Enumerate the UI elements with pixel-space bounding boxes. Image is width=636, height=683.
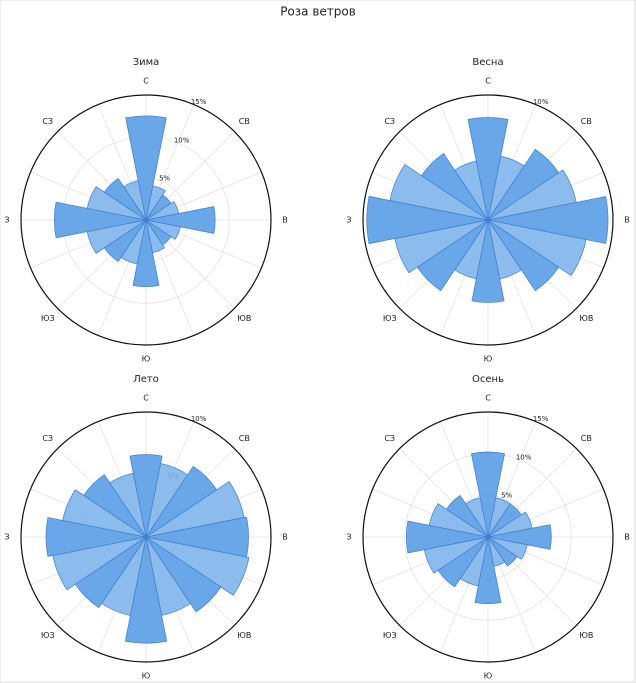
outer-circle [362,94,614,346]
subplot-title: Зима [133,57,160,68]
direction-label: ЮВ [579,314,593,323]
outer-circle [20,411,272,663]
wind-sector [145,536,250,596]
direction-label: СЗ [42,117,53,126]
wind-sector [132,219,160,288]
wind-sector [487,196,609,244]
direction-label: СВ [581,434,592,443]
wind-sector [123,180,147,221]
wind-sector [125,115,167,221]
wind-sector [145,185,166,221]
wind-sector [487,536,518,567]
direction-label: В [624,216,630,225]
direction-label: СВ [581,117,592,126]
r-tick-label: 10% [533,98,549,106]
wind-sector [145,206,216,234]
direction-label: ЮЗ [41,314,55,323]
subplot-title: Весна [472,57,503,68]
direction-label: ЮЗ [383,314,397,323]
direction-label: З [4,216,9,225]
direction-label: СЗ [384,117,395,126]
wind-sector [487,219,560,292]
direction-label: Ю [484,672,493,681]
wind-sector [445,494,489,538]
wind-sector [454,160,489,221]
wind-sector [54,201,147,239]
wind-sector [389,163,489,221]
direction-label: СЗ [42,434,53,443]
wind-sector [474,536,502,605]
direction-label: СВ [239,434,250,443]
direction-label: СВ [239,117,250,126]
r-tick-label: 10% [516,453,532,461]
direction-label: В [282,533,288,542]
direction-label: З [4,533,9,542]
r-tick-label: 10% [174,136,190,144]
r-tick-label: 15% [191,98,207,106]
direction-label: С [143,77,149,86]
r-tick-label: 10% [191,415,207,423]
direction-label: В [282,216,288,225]
wind-sector [406,520,489,554]
r-tick-label: 15% [533,415,549,423]
wind-sector [467,117,509,221]
page-title: Роза ветров [280,5,356,19]
wind-sector [471,451,505,538]
wind-sector [366,195,489,245]
wind-sector [487,219,587,277]
wind-sector [129,454,163,538]
direction-label: ЮВ [237,314,251,323]
direction-label: СЗ [384,434,395,443]
direction-label: Ю [484,355,493,364]
subplot-title: Осень [472,374,504,385]
direction-label: С [485,394,491,403]
wind-sector [86,186,147,221]
wind-sector [145,536,222,613]
direction-label: ЮЗ [383,631,397,640]
direction-label: В [624,533,630,542]
wind-sector [103,177,147,221]
subplot-title: Лето [133,374,159,385]
wind-sector [124,536,168,644]
wind-sector [487,536,528,560]
direction-label: С [143,394,149,403]
wind-sector [145,219,181,240]
wind-sector [420,152,489,221]
wind-sector [471,219,505,303]
direction-label: Ю [142,355,151,364]
direction-label: З [346,216,351,225]
wind-sector [62,489,147,538]
direction-label: ЮВ [579,631,593,640]
direction-label: С [485,77,491,86]
wind-sector [487,524,552,550]
outer-circle [362,411,614,663]
direction-label: Ю [142,672,151,681]
wind-sector [109,472,147,538]
wind-sector [465,497,489,538]
wind-sector [83,474,147,538]
wind-sector [428,503,489,538]
direction-label: ЮВ [237,631,251,640]
r-tick-label: 5% [159,174,170,182]
direction-label: ЮЗ [41,631,55,640]
r-tick-label: 5% [501,491,512,499]
outer-circle [20,94,272,346]
direction-label: З [346,533,351,542]
wind-sector [45,517,147,557]
